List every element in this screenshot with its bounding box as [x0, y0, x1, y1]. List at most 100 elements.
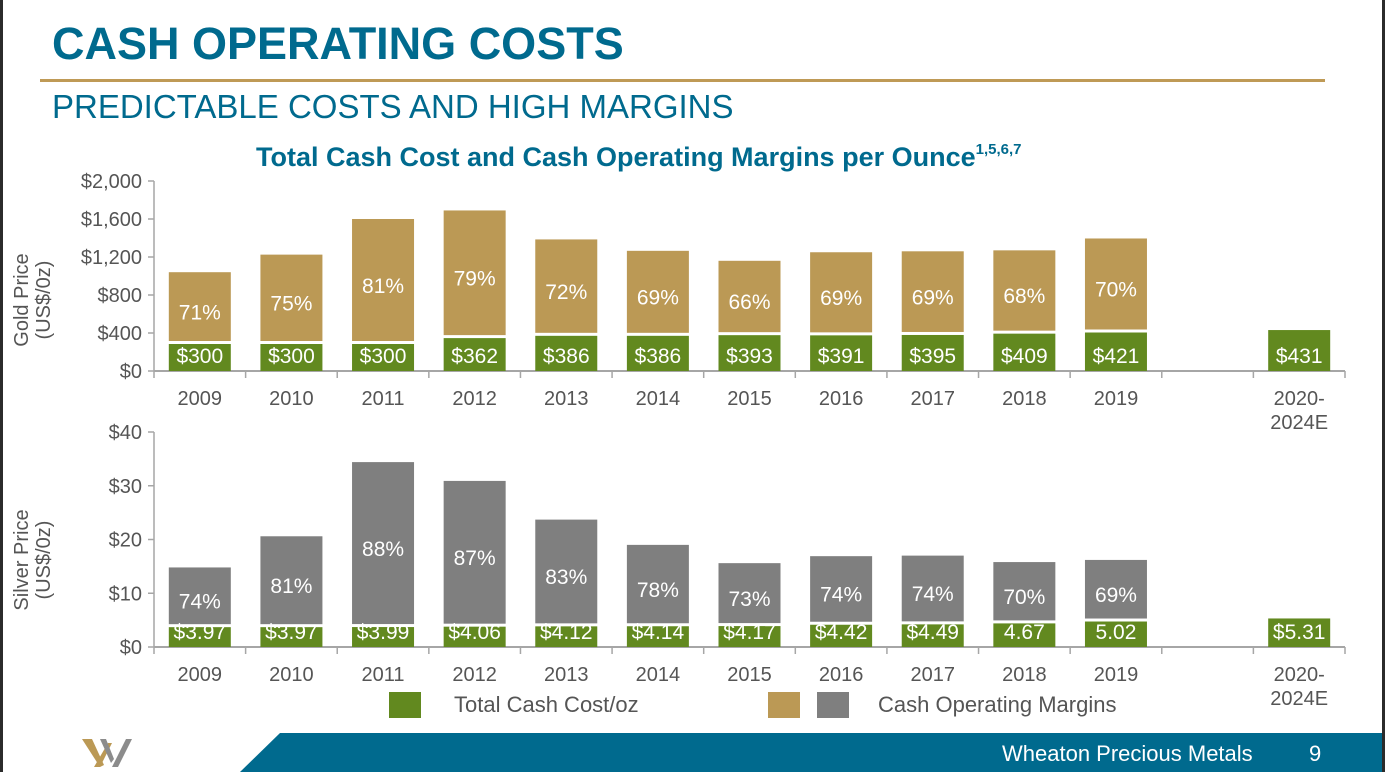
- gold-margin-pct-label: 72%: [545, 281, 587, 304]
- silver-x-tick-label: 2012: [452, 664, 497, 686]
- gold-margin-pct-label: 75%: [270, 293, 312, 316]
- chart-title-footnotes: 1,5,6,7: [975, 141, 1022, 158]
- gold-y-tick-label: $0: [120, 361, 142, 383]
- silver-margin-bar: [443, 480, 506, 624]
- silver-margin-bar: [168, 567, 231, 625]
- gold-cost-label: $421: [1093, 345, 1140, 368]
- gold-y-tick-label: $2,000: [81, 171, 142, 193]
- silver-margin-bar: [626, 544, 689, 624]
- gold-x-tick-label: 2019: [1094, 388, 1139, 410]
- silver-cost-label: $3.97: [174, 621, 227, 644]
- gold-margin-bar: [260, 254, 323, 341]
- silver-y-tick-label: $10: [109, 583, 142, 605]
- silver-cost-label: $4.14: [632, 621, 685, 644]
- gold-margin-pct-label: 68%: [1003, 285, 1045, 308]
- gold-cost-label: $391: [818, 345, 865, 368]
- gold-cost-label: $300: [268, 345, 315, 368]
- gold-y-tick-label: $1,600: [81, 209, 142, 231]
- legend-swatch-gold-margin: [768, 692, 800, 718]
- legend-label-cost: Total Cash Cost/oz: [454, 692, 639, 717]
- gold-margin-bar: [626, 250, 689, 333]
- silver-cost-label: $4.17: [723, 621, 776, 644]
- window-edge-left: [0, 0, 3, 772]
- gold-margin-bar: [993, 250, 1056, 331]
- footer-band: [240, 733, 1382, 772]
- gold-margin-bar: [718, 260, 781, 333]
- silver-margin-bar: [993, 562, 1056, 621]
- gold-margin-pct-label: 69%: [820, 287, 862, 310]
- silver-cost-bar: [1268, 618, 1331, 647]
- silver-cost-bar: [993, 623, 1056, 647]
- silver-y-axis-label: Silver Price: [11, 509, 33, 610]
- gold-cost-label: $386: [543, 345, 590, 368]
- gold-cost-label: $409: [1001, 345, 1048, 368]
- gold-margin-bar: [535, 239, 598, 333]
- silver-y-tick-label: $0: [120, 637, 142, 659]
- silver-margin-pct-label: 88%: [362, 538, 404, 561]
- window-edge-right: [1382, 0, 1385, 772]
- gold-cost-label: $386: [635, 345, 682, 368]
- gold-cost-label: $395: [909, 345, 956, 368]
- gold-cost-bar: [535, 335, 598, 371]
- silver-x-tick-label: 2020-: [1274, 664, 1325, 686]
- gold-cost-bar: [168, 344, 231, 371]
- silver-margin-pct-label: 81%: [270, 575, 312, 598]
- gold-margin-pct-label: 69%: [912, 286, 954, 309]
- legend-label-margin: Cash Operating Margins: [878, 692, 1117, 717]
- silver-x-tick-label: 2011: [362, 664, 405, 686]
- gold-cost-bar: [260, 344, 323, 371]
- silver-cost-bar: [901, 624, 964, 647]
- gold-y-axis-label: Gold Price: [11, 253, 33, 346]
- gold-margin-pct-label: 66%: [728, 291, 770, 314]
- silver-cost-bar: [718, 626, 781, 647]
- legend-swatch-silver-margin: [817, 692, 849, 718]
- gold-cost-label: $300: [176, 345, 223, 368]
- gold-cost-label: $431: [1276, 345, 1323, 368]
- silver-margin-bar: [718, 563, 781, 624]
- gold-cost-label: $362: [451, 345, 498, 368]
- silver-cost-bar: [1084, 621, 1147, 647]
- silver-cost-bar: [810, 624, 873, 647]
- silver-y-tick-label: $30: [109, 476, 142, 498]
- silver-x-tick-label: 2014: [636, 664, 681, 686]
- gold-cost-bar: [993, 333, 1056, 371]
- silver-y-tick-label: $20: [109, 530, 142, 552]
- gold-x-tick-label: 2020-: [1274, 388, 1325, 410]
- gold-margin-bar: [810, 252, 873, 333]
- silver-margin-bar: [535, 519, 598, 624]
- chart-title-text: Total Cash Cost and Cash Operating Margi…: [256, 142, 976, 172]
- gold-cost-label: $393: [726, 345, 773, 368]
- silver-margin-pct-label: 78%: [637, 579, 679, 602]
- chart-title: Total Cash Cost and Cash Operating Margi…: [256, 141, 1022, 173]
- gold-cost-bar: [352, 344, 415, 371]
- silver-margin-bar: [1084, 559, 1147, 619]
- silver-margin-pct-label: 74%: [179, 591, 221, 614]
- silver-margin-pct-label: 69%: [1095, 584, 1137, 607]
- legend-swatch-cost: [389, 692, 421, 718]
- silver-x-tick-label: 2017: [910, 664, 955, 686]
- silver-margin-pct-label: 74%: [912, 583, 954, 606]
- gold-margin-bar: [443, 210, 506, 336]
- wheaton-logo-icon: [82, 739, 132, 767]
- gold-x-tick-label: 2013: [544, 388, 589, 410]
- gold-x-tick-label: 2016: [819, 388, 864, 410]
- silver-cost-label: 5.02: [1096, 621, 1137, 644]
- gold-x-tick-label: 2017: [910, 388, 955, 410]
- gold-x-tick-label: 2012: [452, 388, 497, 410]
- silver-cost-label: $4.42: [815, 621, 868, 644]
- gold-margin-bar: [1084, 238, 1147, 330]
- silver-x-tick-label: 2010: [269, 664, 314, 686]
- silver-cost-label: 4.67: [1004, 621, 1045, 644]
- gold-margin-pct-label: 79%: [454, 268, 496, 291]
- silver-margin-pct-label: 70%: [1003, 586, 1045, 609]
- gold-margin-bar: [352, 219, 415, 341]
- silver-margin-pct-label: 83%: [545, 566, 587, 589]
- gold-cost-bar: [810, 335, 873, 371]
- silver-cost-label: $3.99: [357, 621, 410, 644]
- silver-margin-pct-label: 74%: [820, 584, 862, 607]
- silver-cost-label: $5.31: [1273, 621, 1326, 644]
- gold-cost-bar: [1084, 332, 1147, 371]
- gold-cost-bar: [901, 334, 964, 371]
- gold-margin-pct-label: 69%: [637, 287, 679, 310]
